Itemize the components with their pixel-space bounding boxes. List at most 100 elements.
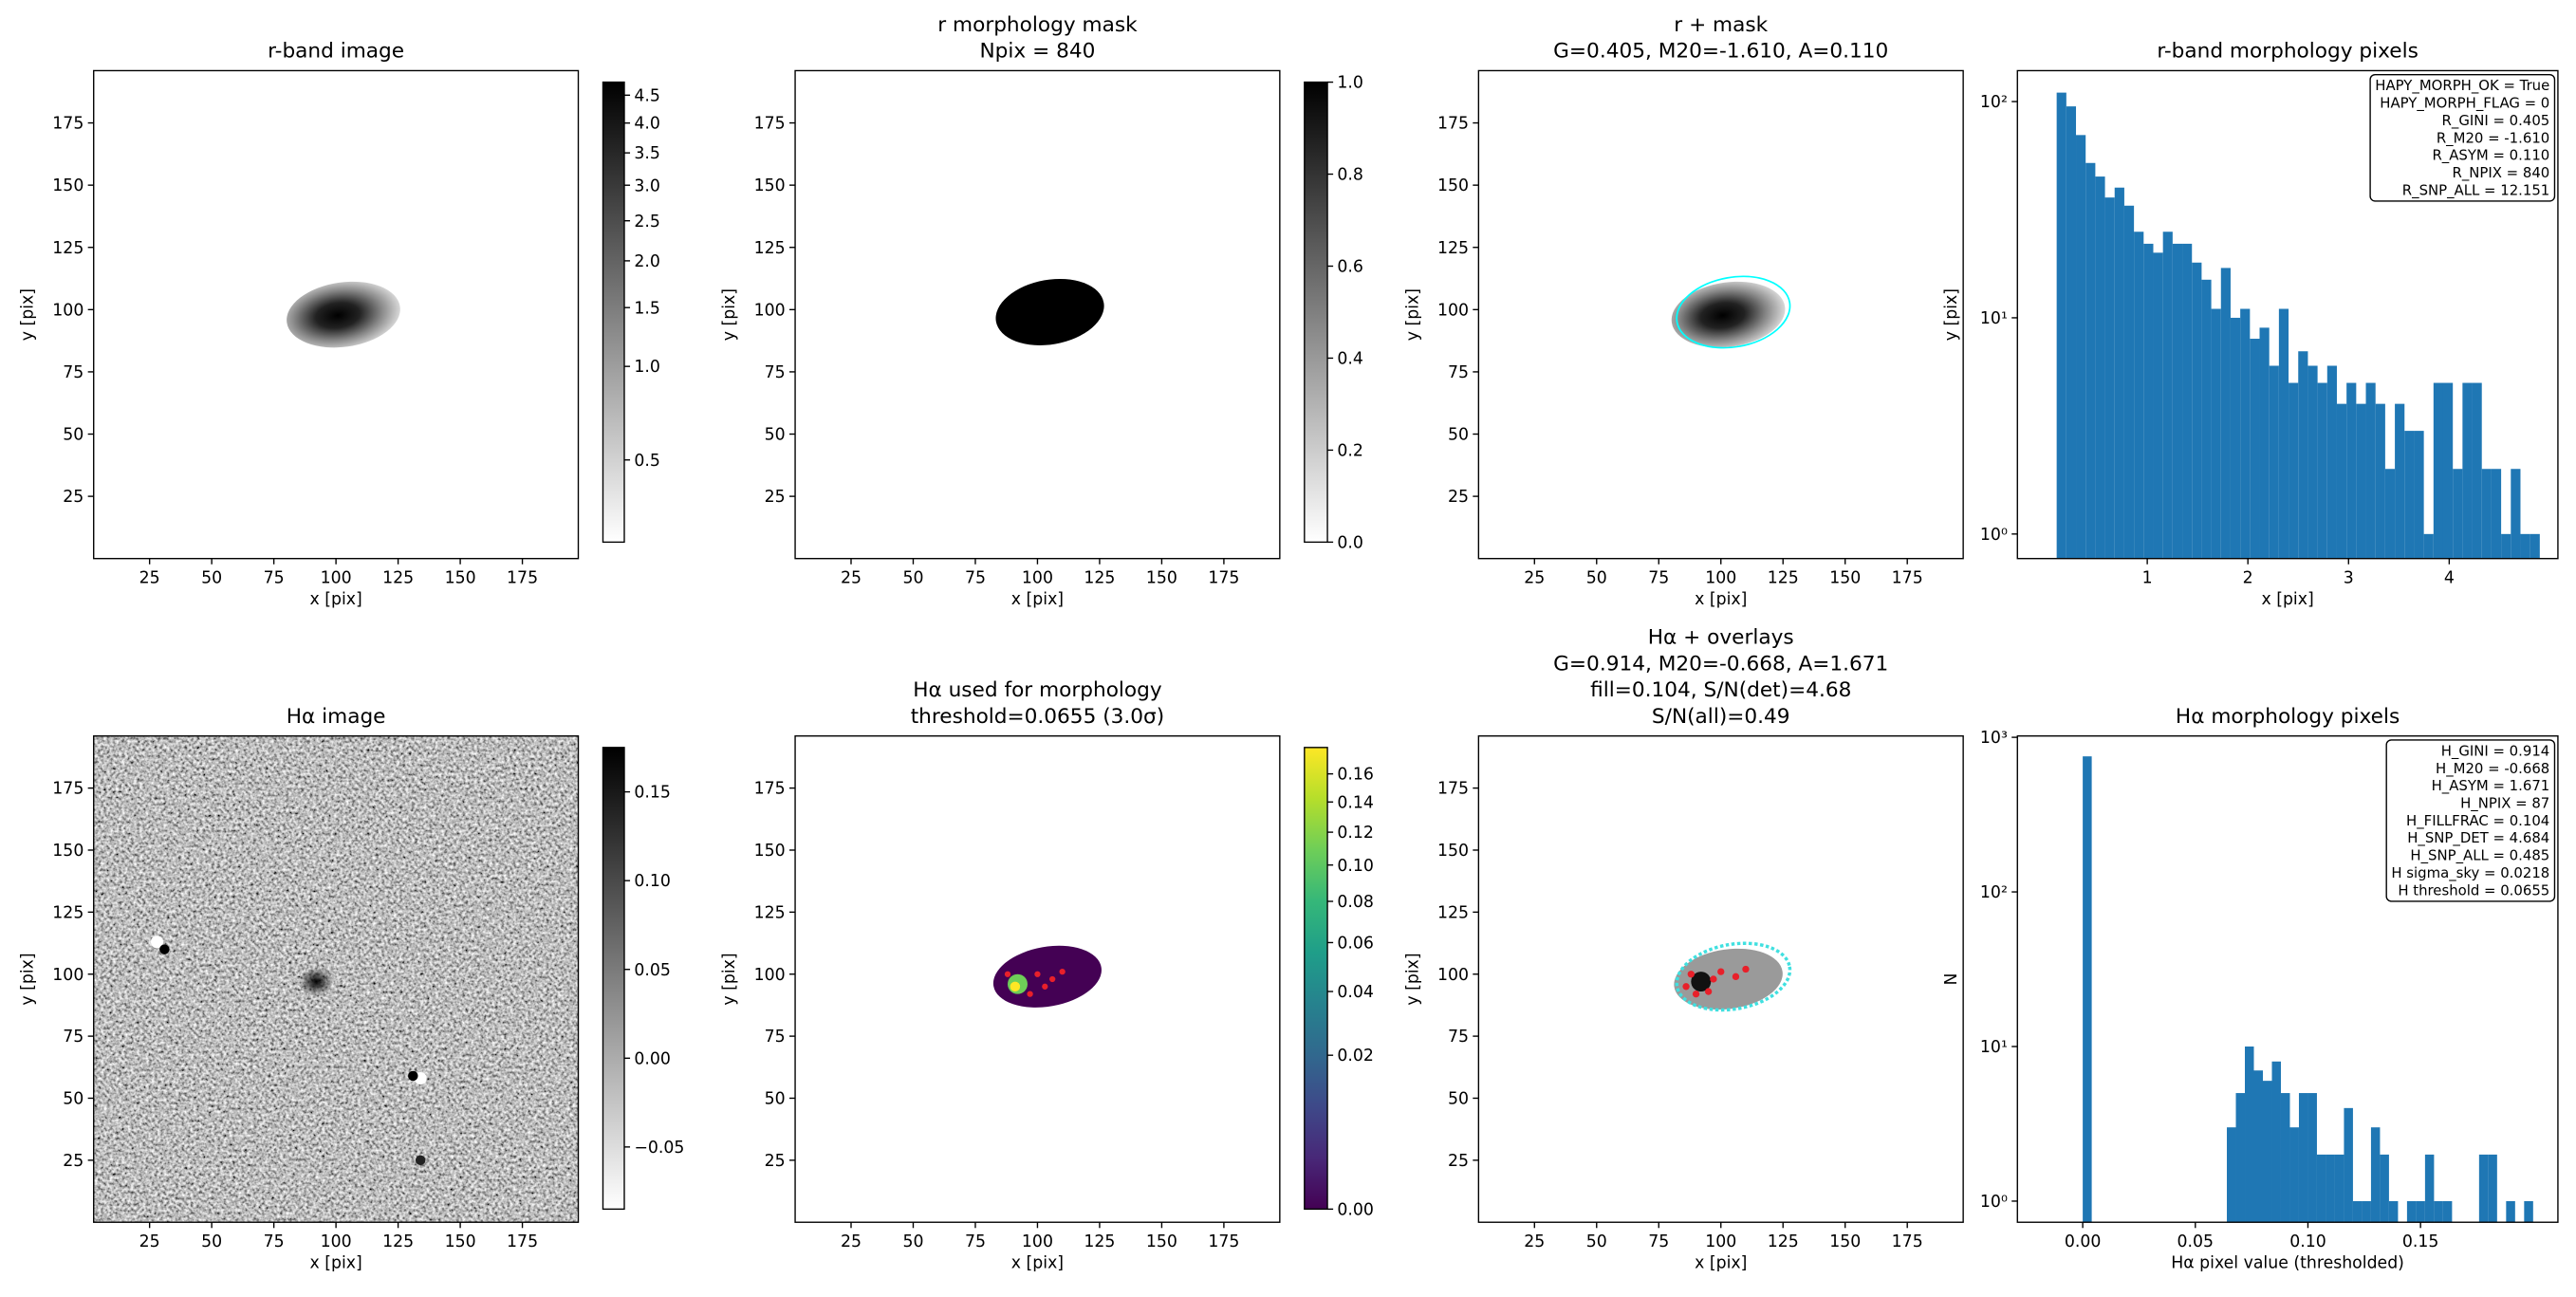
annotation-box [2369,73,2556,202]
histogram-bar [2227,1127,2236,1223]
y-tick-label: 50 [1448,426,1469,445]
pixel [1717,968,1725,975]
annotation-line: H_GINI = 0.914 [2441,742,2550,759]
image-content [93,735,579,1223]
y-tick-label: 25 [765,488,786,507]
chart-title: r-band image [268,40,404,64]
y-tick-label: 100 [754,966,786,985]
histogram-bar [2143,243,2154,559]
annotation-line: H_ASYM = 1.671 [2432,777,2550,794]
histogram-bar [2182,243,2193,559]
histogram-bar [2259,327,2270,559]
histogram-bar [2066,106,2077,559]
x-axis-label: x [pix] [1695,1254,1747,1273]
pixel [1682,983,1690,991]
colorbar [602,747,625,1211]
image-content [1674,941,1792,1012]
histogram-bar [2211,308,2221,559]
y-tick-label: 50 [63,426,83,445]
pixel [1034,971,1041,977]
x-tick-label: 2 [2243,569,2253,588]
y-tick-label: 75 [1448,1028,1469,1047]
y-tick-label: 25 [1448,1152,1469,1171]
y-tick-label: 150 [52,842,83,861]
y-tick-label: 175 [754,115,786,134]
x-tick-label: 150 [445,569,476,588]
y-tick-label: 50 [63,1090,83,1109]
y-axis-label: y [pix] [1942,288,1961,341]
histogram-bar [2192,262,2202,559]
colorbar-tick-label: 0.5 [634,452,660,471]
x-tick-label: 25 [139,1232,160,1251]
halpha-core [298,966,334,997]
y-tick-label: 10¹ [1980,1038,2008,1057]
histogram-bar [2524,1200,2533,1223]
y-axis-label: y [pix] [19,288,38,341]
x-tick-label: 50 [1586,569,1607,588]
chart-title: r morphology mask [937,13,1138,37]
y-tick-label: 100 [1437,301,1469,320]
histogram-bar [2370,1127,2381,1223]
histogram-bar [2520,533,2530,559]
x-axis-label: x [pix] [309,590,361,609]
histogram-bar [2162,232,2173,559]
y-tick-label: 25 [765,1152,786,1171]
y-tick-label: 25 [1448,488,1469,507]
image-content [287,281,400,348]
histogram-bar [2501,533,2511,559]
chart-title: r-band morphology pixels [2157,40,2418,64]
x-tick-label: 75 [264,569,285,588]
histogram-bar [2104,197,2115,559]
axes-frame [2016,735,2559,1223]
histogram-bar [2406,1200,2417,1223]
x-tick-label: 125 [1768,1232,1799,1251]
x-tick-label: 25 [841,1232,862,1251]
pixel [1059,968,1066,975]
histogram-bar [2307,365,2318,559]
x-tick-label: 1 [2142,569,2153,588]
x-tick-label: 175 [507,1232,538,1251]
chart-title: r + mask [1674,13,1768,37]
y-tick-label: 75 [1448,363,1469,382]
chart-title: Hα morphology pixels [2176,705,2400,729]
histogram-bar [2326,1154,2335,1223]
source [408,1070,418,1082]
histogram-bar [2424,1154,2435,1223]
y-tick-label: 75 [765,1028,786,1047]
y-tick-label: 75 [765,363,786,382]
colorbar-tick-label: 0.06 [1337,935,1374,954]
x-axis-label: Hα pixel value (thresholded) [2171,1254,2404,1273]
source [415,1155,426,1166]
x-axis-label: x [pix] [309,1254,361,1273]
colorbar-tick-label: 1.0 [1337,74,1363,93]
histogram-bar [2472,382,2482,559]
x-tick-label: 100 [321,569,352,588]
histogram-bar [2488,1154,2497,1223]
histogram-bar [2235,1093,2246,1223]
annotation-line: R_ASYM = 0.110 [2432,147,2549,164]
y-tick-label: 125 [754,903,786,922]
colorbar-tick-label: 0.08 [1337,893,1374,912]
histogram-bar [2316,1154,2326,1223]
x-tick-label: 125 [1768,569,1799,588]
annotation-box [2385,739,2556,902]
histogram-bar [2434,1200,2443,1223]
image-content [995,278,1104,345]
pixel [1732,973,1740,981]
annotation-line: H_NPIX = 87 [2460,795,2549,812]
annotation-line: H sigma_sky = 0.0218 [2391,864,2549,881]
histogram-bar [2262,1081,2272,1223]
colorbar-tick-label: 0.0 [1337,533,1363,552]
colorbar-tick-label: 0.00 [1337,1200,1374,1219]
x-tick-label: 75 [965,1232,986,1251]
y-axis-label: y [pix] [19,953,38,1005]
pixel [1692,990,1700,998]
histogram-bar [2506,1200,2515,1223]
x-tick-label: 0.10 [2289,1232,2326,1251]
histogram-bar [2344,1107,2353,1223]
histogram-bar [2201,279,2212,559]
annotation-line: HAPY_MORPH_OK = True [2375,77,2549,94]
x-tick-label: 100 [1705,1232,1736,1251]
